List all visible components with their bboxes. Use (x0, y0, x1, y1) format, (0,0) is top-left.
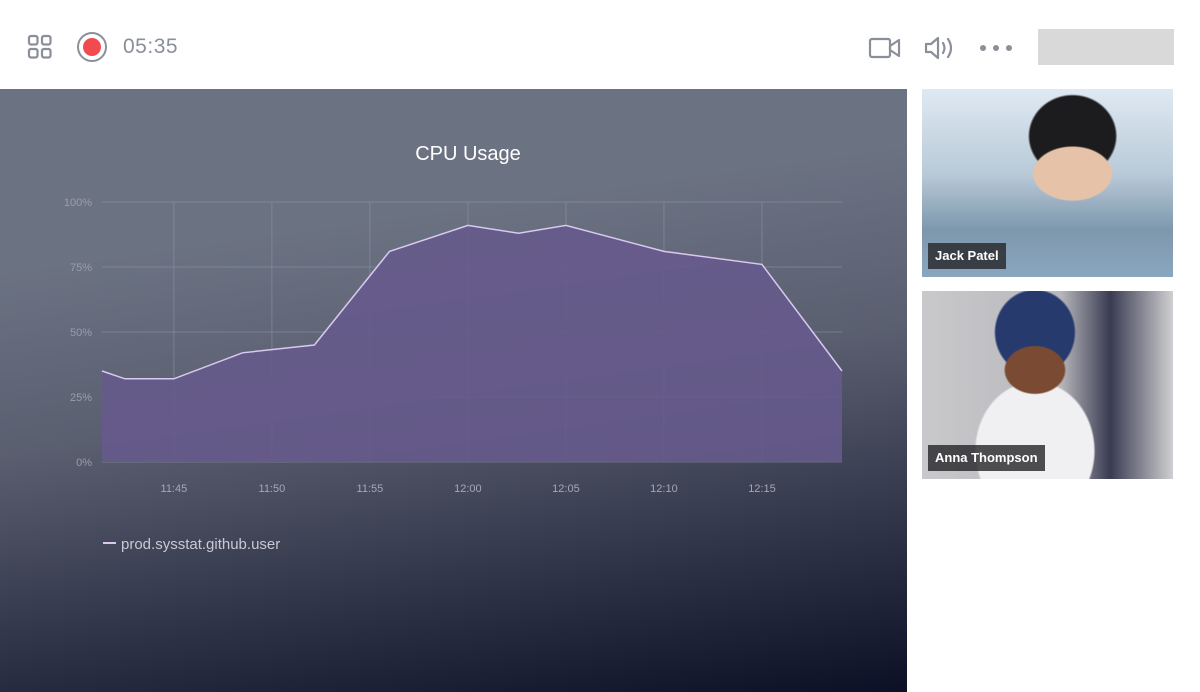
call-timer: 05:35 (123, 35, 179, 58)
call-toolbar: 05:35 (0, 0, 1200, 89)
chart-title: CPU Usage (415, 143, 521, 165)
y-tick-label: 100% (64, 197, 92, 209)
more-horizontal-icon[interactable] (978, 43, 1014, 53)
record-icon[interactable] (76, 31, 108, 63)
placeholder-box (1038, 29, 1174, 65)
y-tick-label: 0% (76, 457, 92, 469)
speaker-icon[interactable] (923, 34, 959, 62)
cpu-usage-chart: CPU Usage 0% 25% 50% 75% 100% 11:45 11:50 11:5… (64, 143, 843, 553)
series-area (102, 225, 842, 462)
legend-label: prod.sysstat.github.user (121, 536, 280, 553)
series-line (101, 224, 843, 380)
x-tick-label: 12:05 (552, 483, 580, 495)
x-tick-label: 11:55 (357, 483, 384, 495)
participant-name: Anna Thompson (928, 445, 1045, 471)
x-tick-label: 12:00 (454, 483, 482, 495)
y-tick-label: 50% (70, 327, 92, 339)
screen-share: CPU Usage 0% 25% 50% 75% 100% 11:45 11:50 11:5… (0, 89, 907, 692)
x-tick-label: 11:45 (161, 483, 188, 495)
video-camera-icon[interactable] (868, 36, 902, 60)
x-tick-label: 11:50 (259, 483, 286, 495)
y-tick-label: 75% (70, 262, 92, 274)
participant-tile[interactable]: Anna Thompson (922, 291, 1173, 479)
x-tick-label: 12:15 (748, 483, 776, 495)
grid-icon[interactable] (27, 34, 53, 60)
participant-tile[interactable]: Jack Patel (922, 89, 1173, 277)
x-tick-label: 12:10 (650, 483, 678, 495)
y-tick-label: 25% (70, 392, 92, 404)
participant-name: Jack Patel (928, 243, 1006, 269)
